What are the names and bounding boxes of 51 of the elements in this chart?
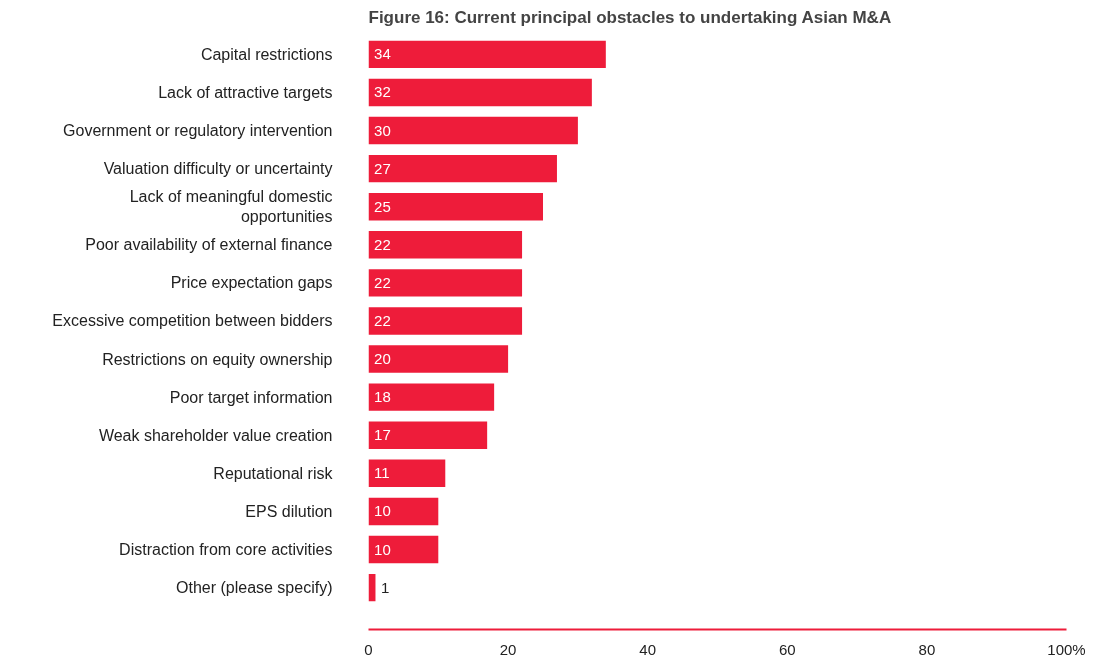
chart-title: Figure 16: Current principal obstacles to undertaking Asian M&A bbox=[368, 7, 892, 27]
y-tick-label: Poor target information bbox=[169, 388, 333, 406]
y-tick-label: Lack of attractive targets bbox=[158, 83, 333, 101]
data-label: 32 bbox=[374, 83, 391, 101]
data-label: 1 bbox=[381, 578, 390, 596]
data-label: 30 bbox=[374, 121, 391, 139]
y-tick-label: Excessive competition between bidders bbox=[52, 312, 333, 330]
data-label: 10 bbox=[374, 502, 391, 520]
data-label: 25 bbox=[374, 197, 391, 215]
data-label: 10 bbox=[374, 540, 391, 558]
data-label: 22 bbox=[374, 273, 391, 291]
data-label: 11 bbox=[374, 464, 390, 482]
y-tick-label: Restrictions on equity ownership bbox=[102, 350, 333, 368]
y-tick-label: Valuation difficulty or uncertainty bbox=[103, 160, 333, 178]
x-tick-label: 60 bbox=[778, 640, 796, 658]
bar bbox=[368, 154, 557, 183]
y-tick-label: Other (please specify) bbox=[175, 579, 333, 597]
data-label: 17 bbox=[374, 426, 391, 444]
bar bbox=[368, 459, 446, 488]
data-label: 27 bbox=[374, 159, 391, 177]
x-tick-label: 20 bbox=[499, 640, 517, 658]
y-tick-label: Lack of meaningful domestic opportunities bbox=[129, 188, 333, 226]
bar bbox=[368, 78, 592, 107]
bar bbox=[368, 345, 509, 373]
bar bbox=[368, 307, 523, 335]
data-label: 22 bbox=[374, 235, 391, 253]
y-tick-label: Government or regulatory intervention bbox=[63, 122, 333, 140]
y-tick-label: Price expectation gaps bbox=[170, 274, 333, 292]
data-label: 20 bbox=[374, 350, 391, 368]
bar bbox=[368, 497, 439, 526]
bar bbox=[368, 193, 543, 221]
data-label: 34 bbox=[374, 45, 391, 63]
bar bbox=[368, 231, 523, 259]
x-tick-label: 80 bbox=[918, 640, 936, 658]
bar bbox=[368, 40, 606, 69]
y-tick-label: Capital restrictions bbox=[200, 45, 333, 63]
bar bbox=[368, 383, 495, 411]
bar bbox=[368, 421, 488, 449]
x-tick-label: 0 bbox=[364, 640, 373, 658]
data-label: 22 bbox=[374, 311, 391, 329]
bar bbox=[368, 269, 523, 297]
y-tick-label: Weak shareholder value creation bbox=[98, 426, 333, 444]
x-tick-label: 100% bbox=[1047, 640, 1086, 658]
y-tick-label: Poor availability of external finance bbox=[85, 236, 333, 254]
bar bbox=[368, 116, 578, 145]
y-tick-label: Distraction from core activities bbox=[119, 541, 333, 559]
y-tick-label: Reputational risk bbox=[213, 464, 334, 482]
bar bbox=[368, 535, 439, 564]
x-tick-label: 40 bbox=[639, 640, 657, 658]
y-tick-label: EPS dilution bbox=[245, 502, 333, 520]
data-label: 18 bbox=[374, 388, 391, 406]
